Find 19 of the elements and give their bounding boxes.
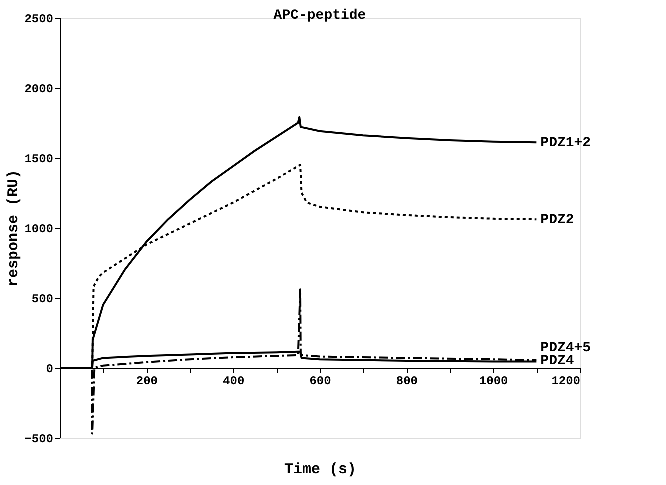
x-tick-label: 400: [223, 374, 245, 388]
y-tick-label: 2500: [24, 12, 54, 26]
series-label: PDZ1+2: [540, 136, 592, 152]
y-tick-label: −500: [24, 432, 54, 446]
x-tick-label: 1000: [479, 374, 508, 388]
y-axis-title: response (RU): [6, 170, 23, 288]
y-tick-label: 1500: [24, 152, 54, 166]
y-tick-label: 500: [32, 292, 54, 306]
series-label: PDZ2: [540, 212, 574, 229]
x-tick-label: 800: [396, 374, 418, 388]
x-tick-label: 1200: [552, 374, 580, 388]
x-axis-title: Time (s): [284, 462, 357, 478]
y-tick-label: 2000: [24, 82, 54, 96]
x-tick-label: 600: [310, 374, 332, 388]
chart-title: APC-peptide: [274, 8, 366, 24]
y-tick-label: 1000: [24, 222, 54, 236]
x-tick-label: 200: [136, 374, 158, 388]
y-tick-label: 0: [46, 362, 54, 376]
series-label: PDZ4: [540, 353, 574, 370]
